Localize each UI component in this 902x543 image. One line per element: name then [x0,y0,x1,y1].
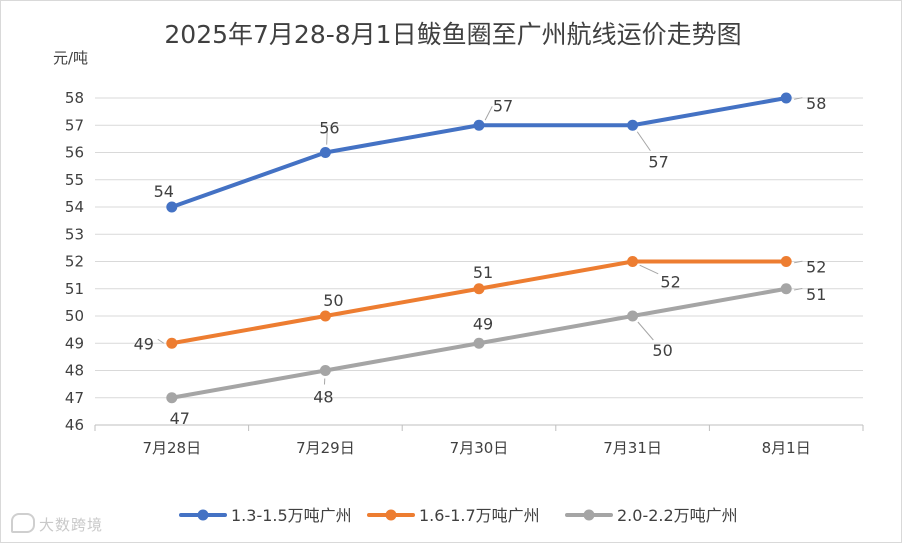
data-label: 49 [134,334,154,353]
data-label-leader [793,260,803,264]
y-tick-label: 48 [65,362,84,380]
data-label: 56 [319,119,339,138]
x-axis: 7月28日 7月29日 7月30日 7月31日 8月1日 [94,425,864,457]
data-label-leader [484,106,493,121]
data-label: 52 [660,273,680,292]
data-label: 51 [806,285,826,304]
data-label-leader [157,338,165,344]
data-point [627,310,639,322]
x-tick-label: 7月30日 [450,439,509,457]
legend-marker [197,509,209,521]
data-label-leader [639,264,659,275]
data-label: 52 [806,258,826,277]
data-point [166,392,178,404]
y-tick-label: 50 [65,307,84,325]
data-label-leader [793,97,803,100]
x-tick-label: 7月29日 [296,439,355,457]
legend: 1.3-1.5万吨广州 1.6-1.7万吨广州 2.0-2.2万吨广州 [179,506,738,525]
data-point [473,283,485,295]
data-label: 58 [806,94,826,113]
y-tick-label: 47 [65,389,84,407]
y-tick-label: 51 [65,280,84,298]
data-label: 54 [154,182,174,201]
watermark-text: 大数跨境 [39,516,104,534]
data-point [166,201,178,213]
data-label-leader [793,287,803,291]
data-label: 57 [648,152,668,171]
x-tick-label: 7月31日 [603,439,662,457]
y-tick-label: 46 [65,416,84,434]
series-layer: 54 56 57 57 58 49 50 51 52 52 47 48 49 50 51 [134,92,826,428]
watermark: 大数跨境 [11,513,103,535]
data-point [780,283,792,295]
watermark-logo-icon [11,513,35,533]
y-axis-unit-label: 元/吨 [53,49,88,67]
data-label: 51 [473,263,493,282]
data-point [319,310,331,322]
data-label-leader [326,131,328,145]
data-label-leader [637,321,654,341]
legend-label: 2.0-2.2万吨广州 [617,506,738,525]
data-point [166,337,178,349]
data-point [473,119,485,131]
y-tick-label: 58 [65,89,84,107]
legend-marker [583,509,595,521]
data-point [473,337,485,349]
y-tick-label: 57 [65,116,84,134]
chart-title: 2025年7月28-8月1日鲅鱼圈至广州航线运价走势图 [164,20,741,49]
data-label: 50 [323,291,343,310]
x-tick-label: 7月28日 [142,439,201,457]
y-tick-label: 52 [65,253,84,271]
data-label-leader [636,131,651,152]
data-point [627,256,639,267]
data-label: 57 [493,96,513,115]
data-point [319,365,331,376]
legend-label: 1.6-1.7万吨广州 [419,506,540,525]
data-point [319,147,331,158]
legend-marker [385,509,397,521]
legend-label: 1.3-1.5万吨广州 [231,506,352,525]
data-label: 49 [473,314,493,333]
y-tick-label: 49 [65,334,84,352]
y-tick-label: 53 [65,225,84,243]
data-point [780,256,792,267]
data-label: 48 [313,388,333,407]
x-tick-label: 8月1日 [762,439,811,457]
data-label: 47 [170,409,190,428]
data-point [627,119,639,131]
y-tick-label: 54 [65,198,84,216]
y-axis-ticks: 46 47 48 49 50 51 52 53 54 55 56 57 58 [65,89,84,434]
data-point [780,92,792,104]
y-tick-label: 55 [65,171,84,189]
data-label: 50 [652,341,672,360]
y-tick-label: 56 [65,144,84,162]
